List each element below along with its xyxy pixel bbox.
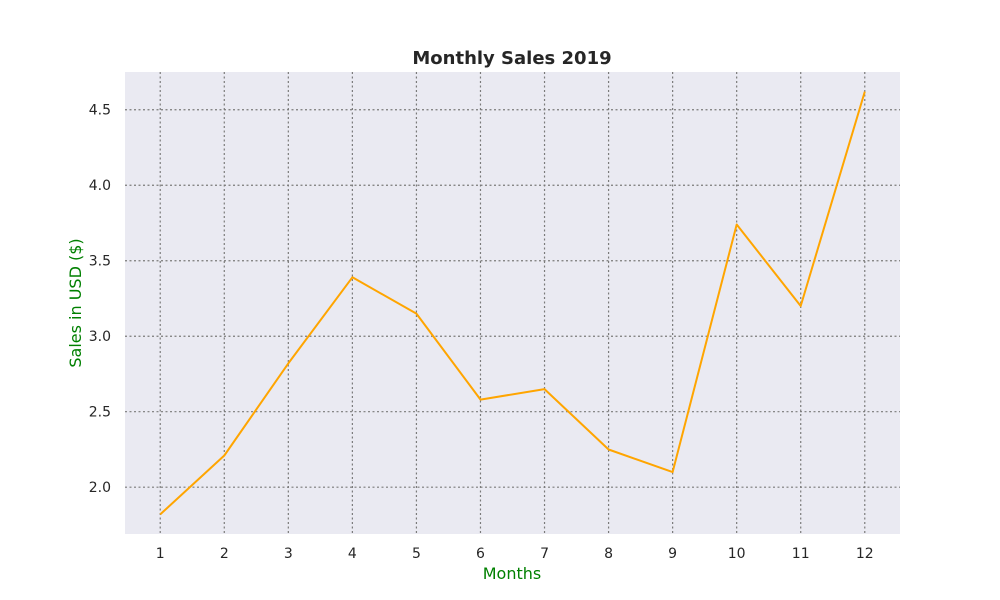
- x-tick-label: 9: [668, 546, 677, 562]
- x-tick-label: 10: [728, 546, 746, 562]
- series-line: [159, 91, 866, 516]
- y-axis-label: Sales in USD ($): [66, 238, 85, 367]
- y-tick-label: 4.5: [89, 103, 111, 119]
- x-tick-label: 11: [792, 546, 810, 562]
- x-tick-label: 8: [604, 546, 613, 562]
- y-tick-label: 3.0: [89, 329, 111, 345]
- x-axis-label: Months: [483, 564, 541, 583]
- y-tick-labels: 2.0 2.5 3.0 3.5 4.0 4.5: [89, 103, 111, 496]
- x-tick-label: 1: [156, 546, 165, 562]
- y-tick-label: 4.0: [89, 178, 111, 194]
- plot-area: [125, 72, 900, 534]
- chart-title: Monthly Sales 2019: [412, 48, 611, 69]
- y-tick-label: 2.0: [89, 480, 111, 496]
- x-tick-label: 12: [856, 546, 874, 562]
- y-tick-label: 2.5: [89, 405, 111, 421]
- x-tick-label: 5: [412, 546, 421, 562]
- x-tick-label: 2: [220, 546, 229, 562]
- x-tick-label: 4: [348, 546, 357, 562]
- x-tick-label: 3: [284, 546, 293, 562]
- horizontal-grid-lines: [125, 109, 900, 488]
- vertical-grid-lines: [159, 72, 866, 534]
- y-tick-label: 3.5: [89, 254, 111, 270]
- x-tick-labels: 1 2 3 4 5 6 7 8 9 10 11 12: [156, 546, 874, 562]
- x-tick-label: 7: [540, 546, 549, 562]
- x-tick-label: 6: [476, 546, 485, 562]
